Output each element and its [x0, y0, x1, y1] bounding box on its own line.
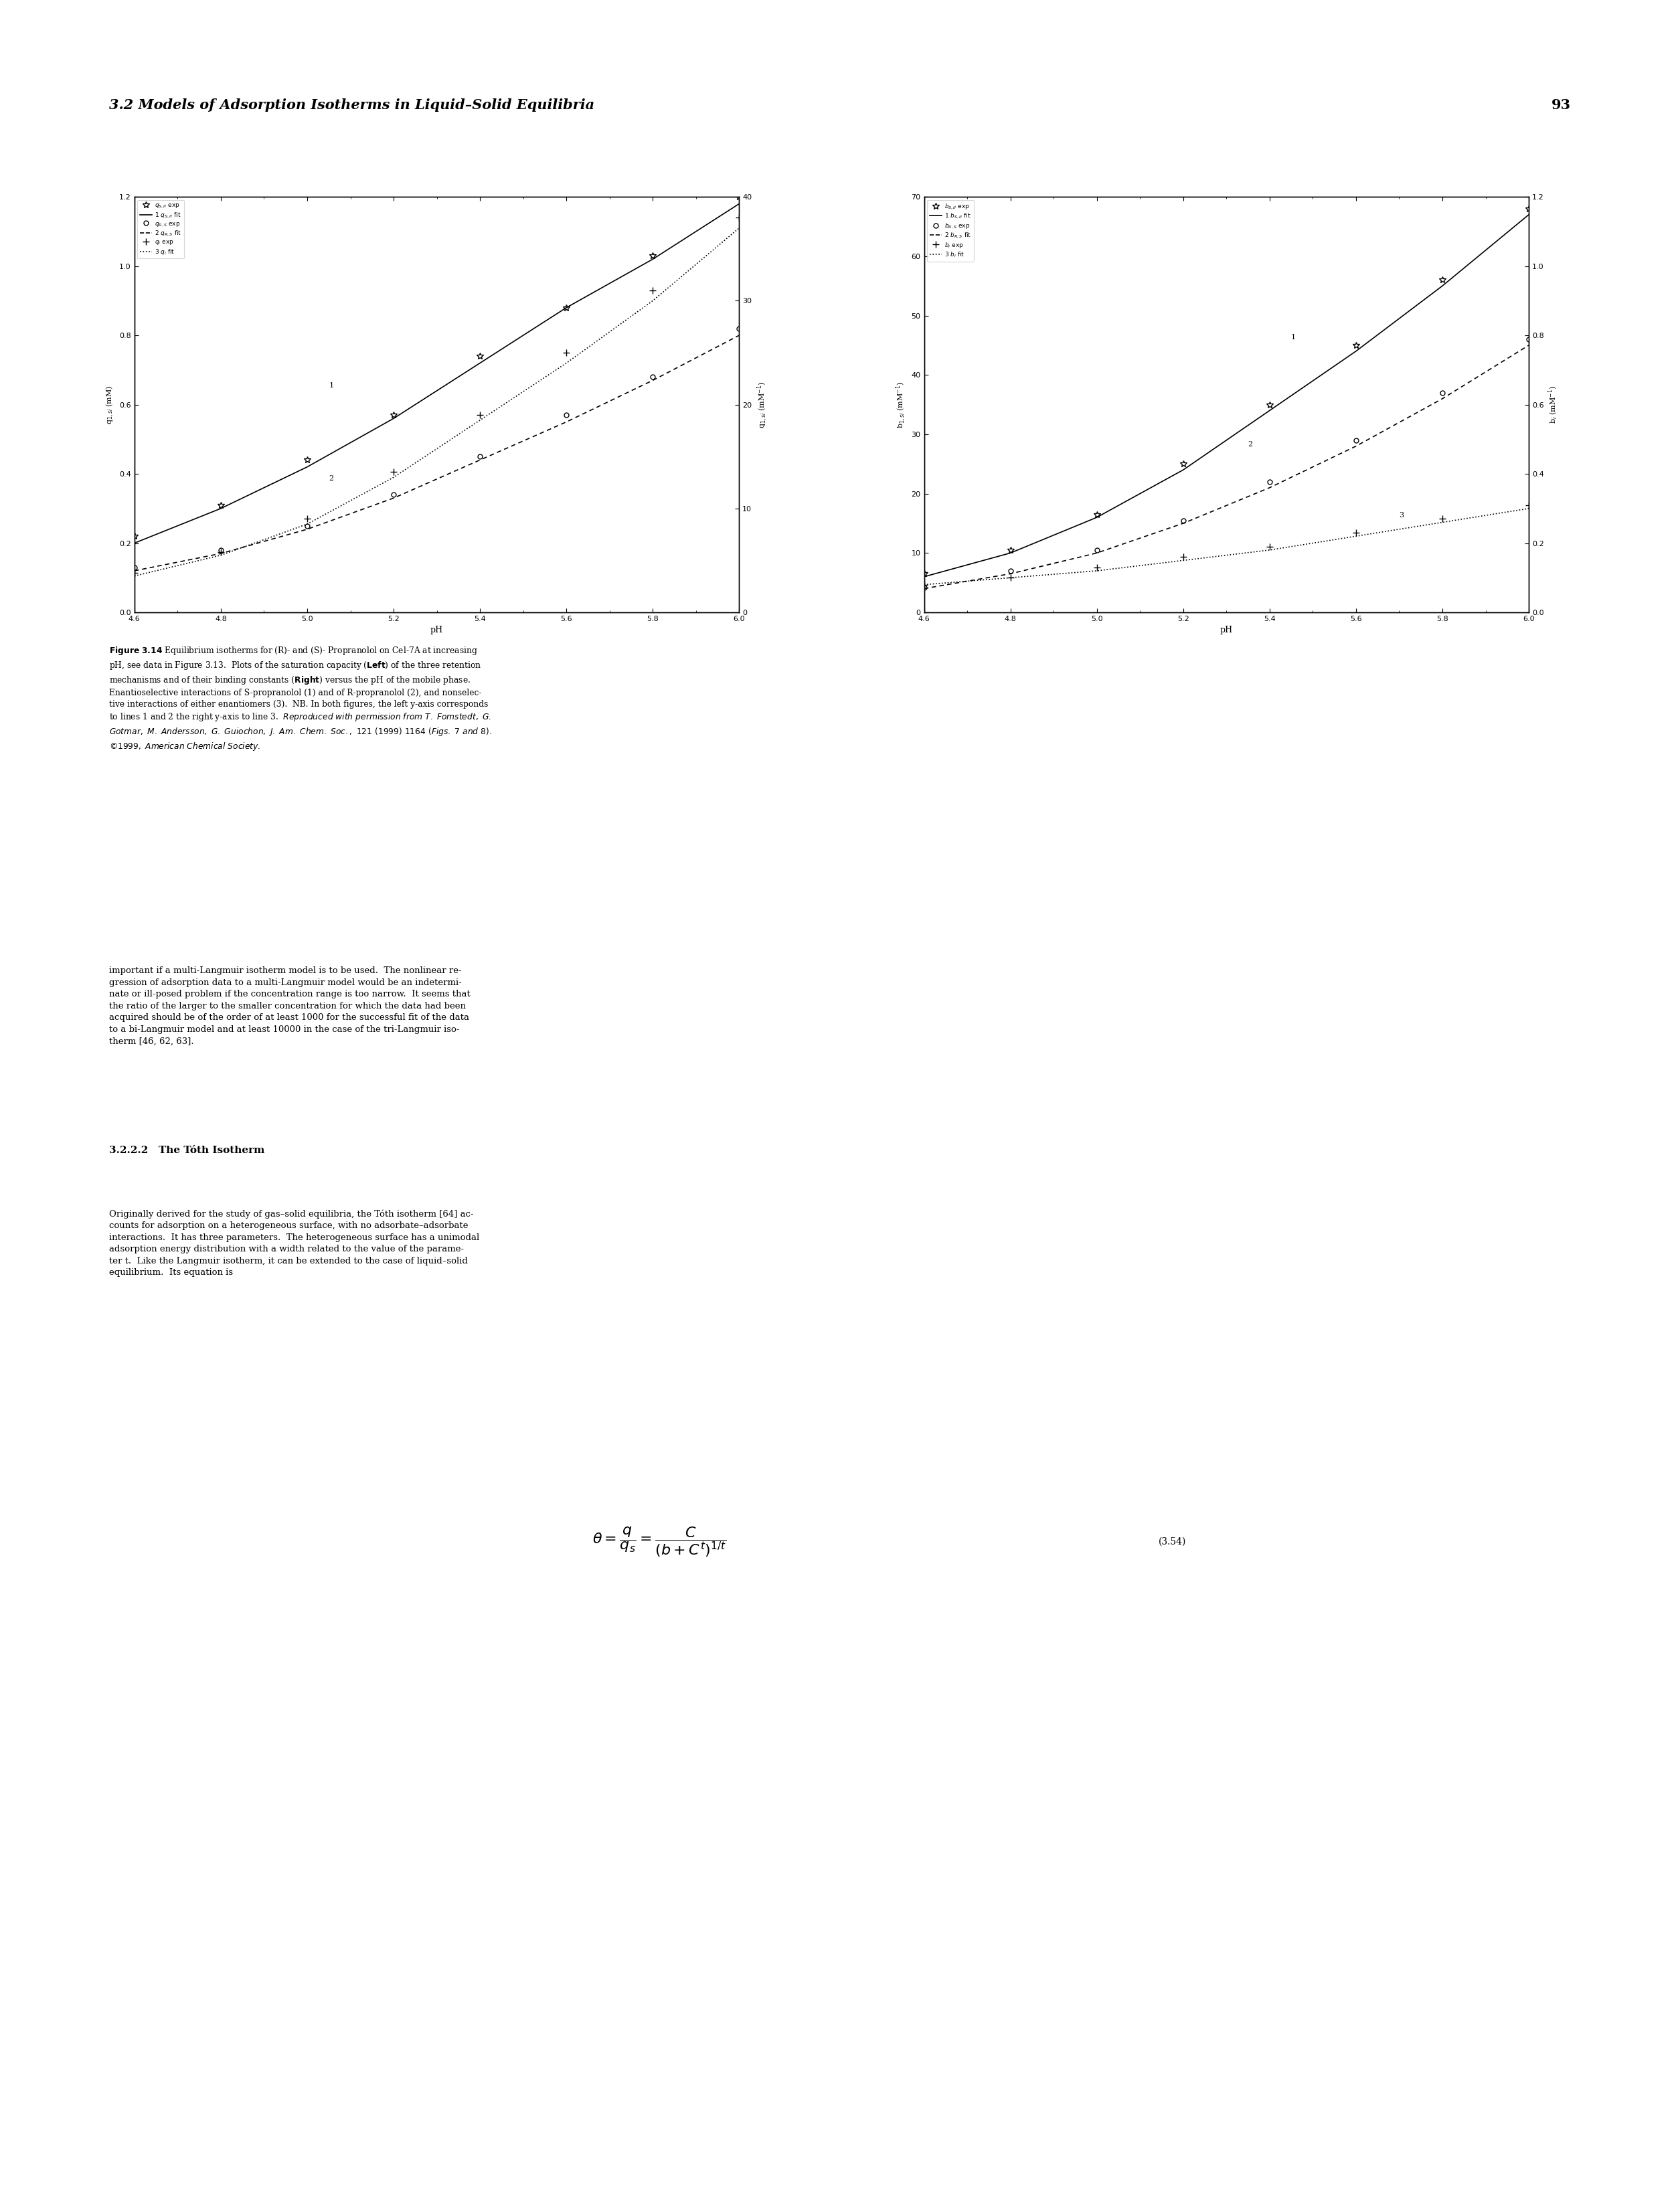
Text: Originally derived for the study of gas–solid equilibria, the Tóth isotherm [64]: Originally derived for the study of gas–…: [109, 1209, 479, 1277]
Y-axis label: b$_{1,si}$ (mM$^{-1}$): b$_{1,si}$ (mM$^{-1}$): [894, 381, 907, 429]
Text: $\bf{Figure\ 3.14}$ Equilibrium isotherms for (R)- and (S)- Propranolol on Cel-7: $\bf{Figure\ 3.14}$ Equilibrium isotherm…: [109, 645, 492, 752]
Text: (3.54): (3.54): [1159, 1537, 1186, 1546]
Text: important if a multi-Langmuir isotherm model is to be used.  The nonlinear re-
g: important if a multi-Langmuir isotherm m…: [109, 967, 470, 1045]
Legend: $q_{S,II}$ exp, 1 $q_{S,II}$ fit, $q_{R,S}$ exp, 2 $q_{R,S}$ fit, $q_i$ exp, 3 $: $q_{S,II}$ exp, 1 $q_{S,II}$ fit, $q_{R,…: [138, 199, 185, 258]
Text: 1: 1: [1292, 335, 1295, 341]
Y-axis label: q$_{1,si}$ (mM$^{-1}$): q$_{1,si}$ (mM$^{-1}$): [756, 381, 769, 429]
Y-axis label: b$_i$ (mM$^{-1}$): b$_i$ (mM$^{-1}$): [1547, 385, 1559, 424]
Text: 3: 3: [1399, 512, 1404, 518]
Text: $\theta = \dfrac{q}{q_s} = \dfrac{C}{(b + C^t)^{1/t}}$: $\theta = \dfrac{q}{q_s} = \dfrac{C}{(b …: [593, 1524, 726, 1559]
Text: 93: 93: [1551, 98, 1571, 112]
Text: 3.2.2.2   The Tóth Isotherm: 3.2.2.2 The Tóth Isotherm: [109, 1146, 265, 1155]
Legend: $b_{S,II}$ exp, 1 $b_{S,II}$ fit, $b_{R,S}$ exp, 2 $b_{R,S}$ fit, $b_i$ exp, 3 $: $b_{S,II}$ exp, 1 $b_{S,II}$ fit, $b_{R,…: [927, 199, 974, 260]
Text: 1: 1: [329, 383, 334, 389]
Text: 2: 2: [1248, 442, 1253, 448]
X-axis label: pH: pH: [1220, 625, 1233, 634]
Text: 3.2 Models of Adsorption Isotherms in Liquid–Solid Equilibria: 3.2 Models of Adsorption Isotherms in Li…: [109, 98, 595, 112]
Y-axis label: q$_{1,si}$ (mM): q$_{1,si}$ (mM): [104, 385, 116, 424]
Text: 2: 2: [329, 475, 334, 481]
X-axis label: pH: pH: [430, 625, 444, 634]
